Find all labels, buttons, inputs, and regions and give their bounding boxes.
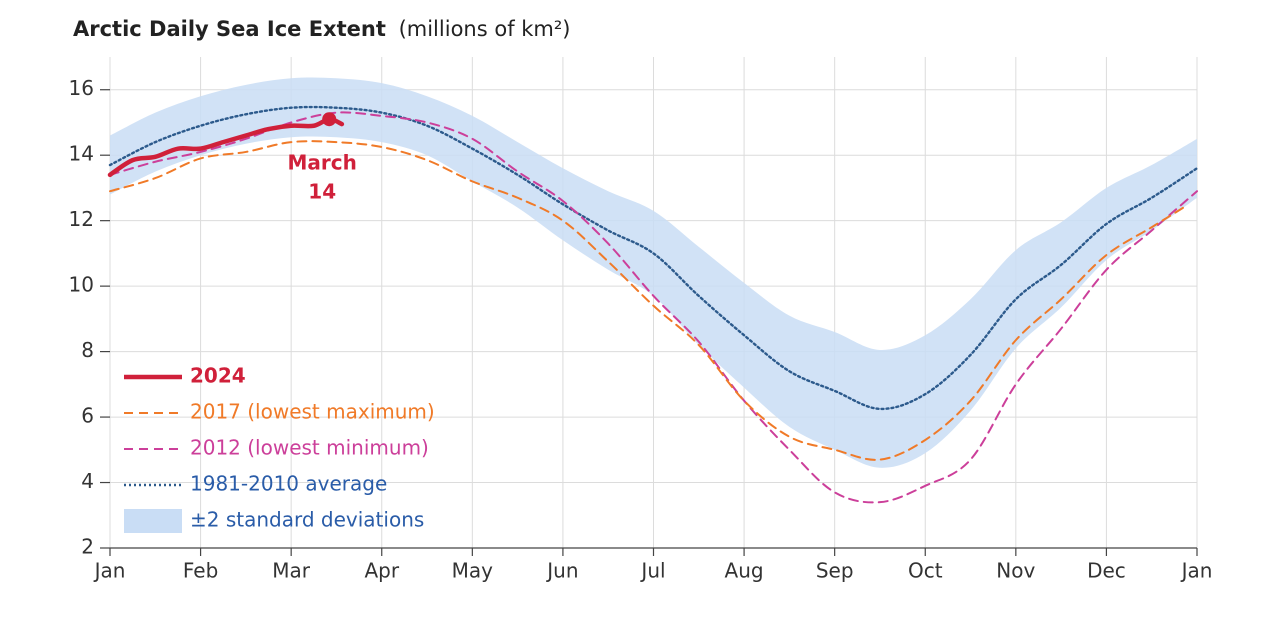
x-tick-label: Nov	[996, 559, 1035, 583]
legend: 2024 2017 (lowest maximum) 2012 (lowest mi…	[124, 364, 435, 533]
chart-title: Arctic Daily Sea Ice Extent	[73, 17, 386, 41]
x-tick-label: Jan	[93, 559, 126, 583]
y-tick-label: 10	[69, 273, 94, 297]
annotation: 14	[308, 180, 336, 204]
legend-swatch	[124, 509, 182, 533]
x-tick-label: Dec	[1087, 559, 1126, 583]
series-line	[109, 140, 1185, 461]
x-tick-label: Aug	[725, 559, 764, 583]
y-tick-label: 4	[81, 469, 94, 493]
x-tick-label: Oct	[908, 559, 943, 583]
x-tick-label: May	[452, 559, 494, 583]
chart-heading: Arctic Daily Sea Ice Extent (millions of…	[73, 17, 571, 41]
highlight-point	[322, 112, 337, 127]
legend-label: 2017 (lowest maximum)	[190, 400, 435, 424]
x-tick-label: Jun	[545, 559, 578, 583]
legend-label: ±2 standard deviations	[190, 508, 424, 532]
annotation: March	[288, 151, 357, 175]
y-tick-label: 14	[69, 142, 94, 166]
y-tick-label: 6	[81, 404, 94, 428]
legend-label: 2012 (lowest minimum)	[190, 436, 429, 460]
y-tick-label: 16	[69, 76, 94, 100]
legend-label: 1981-2010 average	[190, 472, 387, 496]
y-tick-label: 8	[81, 338, 94, 362]
axes: 2 4 6 8 10 12 14 16 Jan Feb Mar Apr May Jun Jul Aug Sep O…	[69, 76, 1213, 582]
series-line	[109, 111, 1198, 504]
plot: March 14	[107, 77, 1199, 504]
x-tick-label: Mar	[272, 559, 311, 583]
x-tick-label: Jan	[1180, 559, 1213, 583]
x-tick-label: Feb	[183, 559, 218, 583]
y-tick-label: 12	[69, 207, 94, 231]
y-tick-label: 2	[81, 535, 94, 559]
std-band	[110, 77, 1197, 468]
series-line	[107, 116, 345, 178]
x-tick-label: Apr	[364, 559, 399, 583]
legend-label: 2024	[190, 364, 246, 388]
series-line	[108, 105, 1199, 411]
x-tick-label: Sep	[816, 559, 854, 583]
y-axis-unit: (millions of km²)	[399, 17, 571, 41]
x-tick-label: Jul	[639, 559, 665, 583]
